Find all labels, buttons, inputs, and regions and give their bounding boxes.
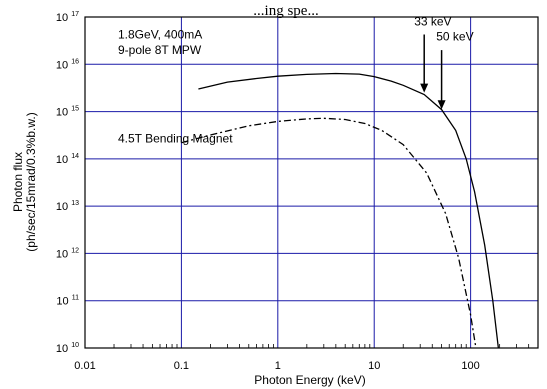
y-tick-label: 10 16 (56, 58, 79, 71)
label-mpw-2: 9-pole 8T MPW (118, 43, 202, 57)
x-axis-title: Photon Energy (keV) (254, 373, 365, 387)
x-tick-labels: 0.01 0.1 1 10 100 (74, 360, 480, 372)
y-tick-label: 10 11 (56, 295, 79, 308)
x-tick-label: 0.1 (174, 360, 189, 372)
y-tick-labels: 10 10 10 11 10 12 10 13 10 14 10 15 10 16 10 17 (56, 11, 79, 355)
y-tick-label: 10 14 (56, 153, 79, 166)
series-layer (181, 72, 500, 348)
y-tick-label: 10 15 (56, 106, 79, 119)
label-mpw-1: 1.8GeV, 400mA (118, 27, 202, 41)
y-axis-title-line-1: Photon flux (11, 152, 25, 212)
x-tick-label: 10 (368, 360, 380, 372)
arrow-50kev (437, 50, 446, 110)
label-bm: 4.5T Bending Magnet (118, 131, 233, 145)
y-axis-title-line-2: (ph/sec/15mrad/0.3%b.w.) (24, 112, 38, 251)
arrow-33kev (420, 34, 429, 93)
y-tick-label: 10 13 (56, 200, 79, 213)
y-tick-label: 10 10 (56, 342, 79, 355)
x-tick-label: 100 (461, 360, 479, 372)
label-50kev: 50 keV (436, 30, 473, 44)
y-axis-title: Photon flux (ph/sec/15mrad/0.3%b.w.) (11, 112, 38, 251)
series-line-2 (181, 117, 477, 348)
chart-title: ...ing spe... (253, 3, 318, 19)
plot-frame (84, 16, 539, 349)
annotations: 1.8GeV, 400mA 9-pole 8T MPW 4.5T Bending M… (118, 15, 474, 146)
y-tick-label: 10 12 (56, 247, 79, 260)
y-tick-label: 10 17 (56, 11, 79, 24)
x-tick-label: 1 (275, 360, 281, 372)
x-tick-label: 0.01 (74, 360, 95, 372)
series-line-1 (198, 72, 500, 348)
grid-lines (84, 16, 539, 349)
label-33kev: 33 keV (414, 15, 451, 29)
